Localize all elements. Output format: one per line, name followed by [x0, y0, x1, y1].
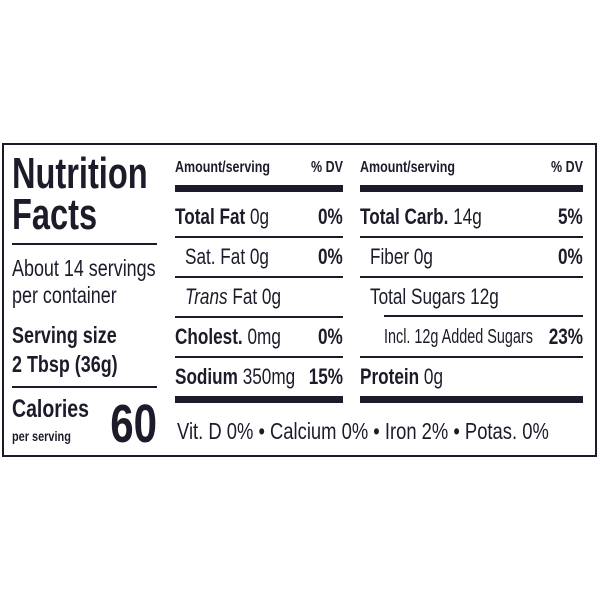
divider — [360, 276, 583, 278]
total-carb-dv: 5% — [558, 204, 583, 229]
divider — [175, 316, 343, 318]
divider — [384, 315, 583, 317]
amount-header: Amount/serving — [175, 159, 271, 176]
row-trans-fat: Trans Fat 0g — [185, 284, 282, 309]
thick-bar — [360, 396, 583, 403]
calories-value: 60 — [110, 394, 157, 454]
row-added-sugars: Incl. 12g Added Sugars — [384, 326, 533, 348]
row-fiber: Fiber 0g — [370, 244, 433, 269]
divider — [360, 356, 583, 358]
total-fat-dv: 0% — [318, 204, 343, 229]
row-protein: Protein 0g — [360, 364, 443, 389]
dv-header-right: % DV — [551, 159, 583, 176]
thick-bar — [175, 396, 343, 403]
vitamins-line: Vit. D 0% • Calcium 0% • Iron 2% • Potas… — [177, 418, 549, 444]
divider — [175, 276, 343, 278]
sodium-dv: 15% — [308, 364, 343, 389]
added-sugars-dv: 23% — [548, 324, 583, 349]
amount-header-right: Amount/serving — [360, 159, 456, 176]
divider — [12, 386, 157, 388]
servings-line-2: per container — [12, 282, 117, 308]
row-sat-fat: Sat. Fat 0g — [185, 244, 269, 269]
row-total-fat: Total Fat 0g — [175, 204, 270, 229]
thick-bar — [360, 185, 583, 192]
serving-size-label: Serving size — [12, 322, 117, 348]
sat-fat-dv: 0% — [318, 244, 343, 269]
label-border — [2, 143, 597, 457]
row-total-carb: Total Carb. 14g — [360, 204, 482, 229]
divider — [360, 236, 583, 238]
divider — [175, 236, 343, 238]
fiber-dv: 0% — [558, 244, 583, 269]
divider — [12, 243, 157, 245]
divider — [175, 356, 343, 358]
serving-size-value: 2 Tbsp (36g) — [12, 351, 118, 377]
servings-line-1: About 14 servings — [12, 255, 156, 281]
row-total-sugars: Total Sugars 12g — [370, 284, 499, 309]
calories-label: Calories — [12, 395, 89, 423]
title-line-1: Nutrition — [12, 149, 148, 198]
cholesterol-dv: 0% — [318, 324, 343, 349]
dv-header: % DV — [311, 159, 343, 176]
calories-sub: per serving — [12, 428, 71, 444]
thick-bar — [175, 185, 343, 192]
row-cholesterol: Cholest. 0mg — [175, 324, 281, 349]
row-sodium: Sodium 350mg — [175, 364, 296, 389]
title-line-2: Facts — [12, 190, 98, 239]
